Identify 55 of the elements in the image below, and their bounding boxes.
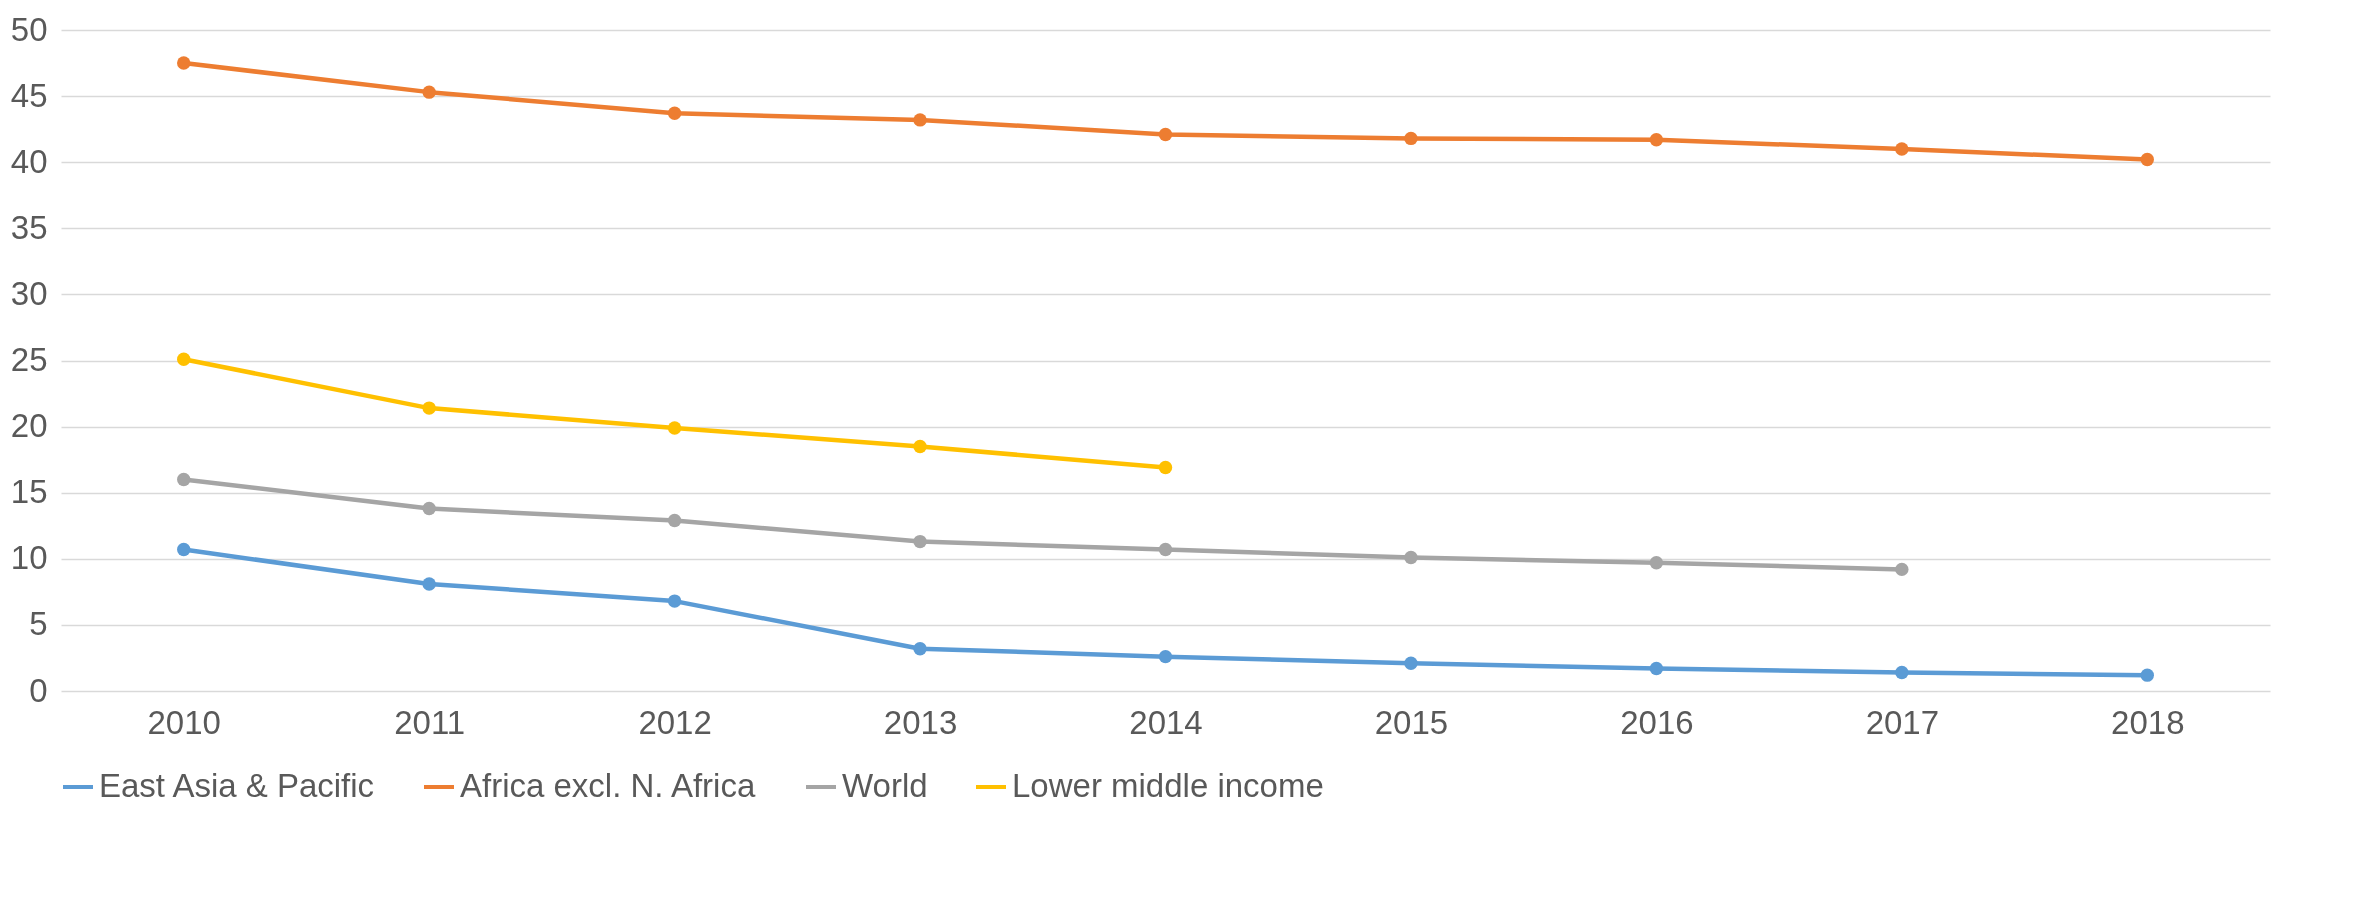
- point: [1895, 665, 1909, 680]
- x-tick-label: 2011: [394, 703, 466, 741]
- x-tick-label: 2014: [1129, 703, 1203, 741]
- y-tick-label: 35: [10, 208, 48, 246]
- point: [177, 472, 191, 487]
- point: [1158, 127, 1173, 142]
- point: [422, 577, 436, 591]
- x-tick-label: 2010: [147, 703, 221, 741]
- y-tick-label: 5: [29, 605, 48, 643]
- x-tick-label: 2015: [1374, 703, 1449, 741]
- point: [913, 534, 927, 549]
- x-tick-label: 2018: [2111, 703, 2185, 741]
- point: [913, 439, 927, 454]
- point: [422, 85, 436, 99]
- y-tick-label: 30: [10, 274, 48, 312]
- point: [913, 642, 927, 656]
- y-tick-label: 25: [10, 341, 48, 378]
- point: [1649, 661, 1664, 676]
- point: [1158, 649, 1173, 664]
- point: [1404, 550, 1418, 565]
- legend-label: Lower middle income: [1012, 767, 1324, 804]
- y-tick-label: 50: [10, 10, 48, 48]
- point: [667, 106, 682, 120]
- point: [1404, 131, 1418, 146]
- x-tick-label: 2012: [638, 703, 712, 741]
- y-tick-label: 15: [10, 473, 48, 511]
- point: [1158, 542, 1173, 557]
- y-tick-label: 45: [10, 76, 48, 114]
- x-tick-label: 2013: [883, 703, 958, 741]
- y-tick-label: 20: [10, 407, 48, 445]
- point: [913, 113, 927, 127]
- legend-label: Africa excl. N. Africa: [460, 767, 756, 804]
- legend-label: East Asia & Pacific: [99, 767, 375, 804]
- point: [667, 513, 682, 528]
- point: [422, 401, 436, 415]
- point: [2140, 668, 2154, 682]
- y-tick-label: 10: [10, 539, 48, 577]
- point: [1404, 656, 1418, 670]
- point: [422, 501, 436, 516]
- point: [177, 56, 191, 70]
- point: [1895, 562, 1909, 577]
- y-tick-label: 0: [29, 671, 48, 709]
- point: [1649, 133, 1664, 147]
- point: [1649, 556, 1664, 570]
- x-tick-label: 2016: [1620, 703, 1694, 741]
- legend-label: World: [842, 767, 928, 804]
- point: [1158, 460, 1173, 475]
- point: [177, 542, 191, 557]
- point: [667, 594, 682, 608]
- point: [667, 421, 682, 435]
- y-tick-label: 40: [10, 142, 48, 180]
- point: [1895, 142, 1909, 156]
- point: [177, 352, 191, 366]
- x-tick-label: 2017: [1865, 703, 1940, 741]
- point: [2140, 152, 2154, 167]
